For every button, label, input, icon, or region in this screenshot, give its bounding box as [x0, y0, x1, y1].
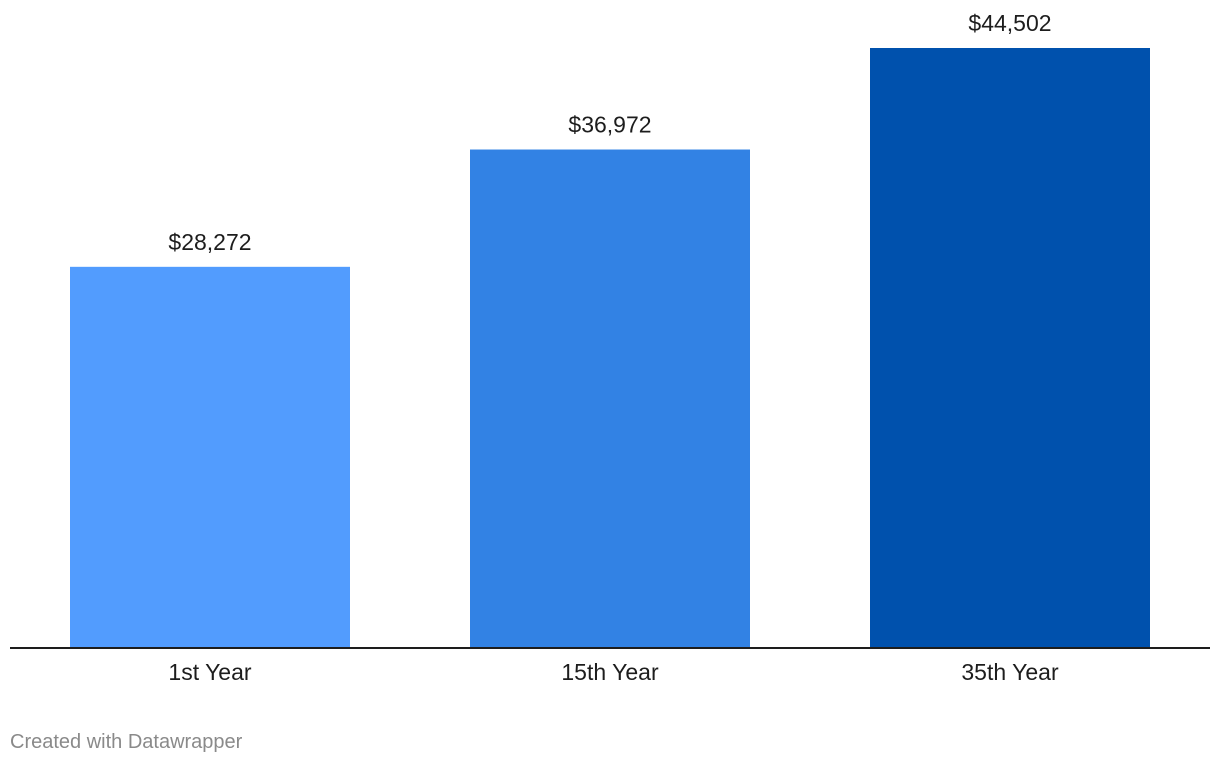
credit-text: Created with Datawrapper — [10, 731, 243, 753]
bar-1 — [70, 266, 350, 648]
bar-3 — [870, 48, 1150, 648]
bars-group — [70, 48, 1150, 648]
value-labels-group: $28,272 $36,972 $44,502 — [168, 10, 1051, 255]
category-label-1: 1st Year — [168, 659, 251, 685]
bar-2 — [470, 149, 750, 648]
value-label-1: $28,272 — [168, 229, 251, 255]
bar-chart: $28,272 $36,972 $44,502 1st Year 15th Year 3… — [10, 10, 1210, 685]
x-axis-tick-labels: 1st Year 15th Year 35th Year — [168, 659, 1059, 685]
category-label-2: 15th Year — [561, 659, 659, 685]
value-label-2: $36,972 — [568, 112, 651, 138]
category-label-3: 35th Year — [961, 659, 1059, 685]
value-label-3: $44,502 — [968, 10, 1051, 36]
